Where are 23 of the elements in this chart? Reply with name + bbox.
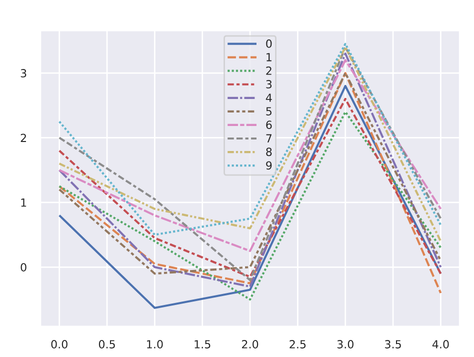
legend-label: 3 [266, 80, 272, 88]
legend-label: 7 [266, 134, 272, 142]
y-tick-label: 0 [20, 263, 26, 272]
x-tick-label: 1.0 [147, 340, 163, 348]
y-tick-label: 3 [20, 69, 26, 78]
y-tick-label: 2 [20, 134, 26, 142]
x-tick-label: 2.0 [242, 340, 258, 348]
x-tick-label: 0.0 [51, 340, 68, 348]
x-tick-label: 3.5 [385, 340, 401, 348]
legend-label: 9 [266, 161, 272, 170]
legend-label: 8 [266, 148, 272, 156]
legend-label: 0 [266, 39, 272, 48]
legend-label: 6 [266, 120, 272, 130]
legend-label: 1 [266, 53, 272, 62]
y-tick-label: 1 [21, 198, 26, 207]
x-tick-label: 2.5 [290, 340, 306, 348]
legend-label: 5 [266, 107, 272, 116]
x-tick-label: 4.0 [432, 340, 449, 348]
x-tick-label: 1.5 [194, 340, 210, 348]
x-tick-label: 3.0 [337, 340, 354, 348]
legend-label: 4 [266, 94, 272, 102]
x-tick-label: 0.5 [98, 340, 115, 348]
legend-label: 2 [266, 66, 272, 75]
